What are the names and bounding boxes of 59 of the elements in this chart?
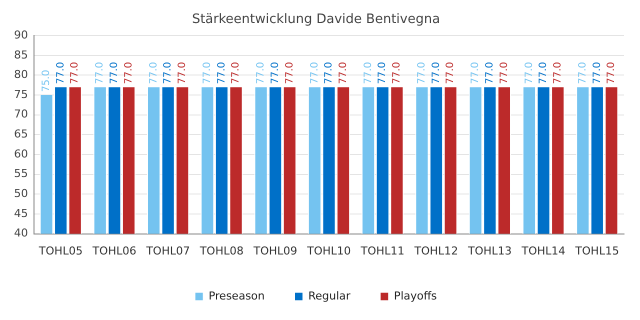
data-label: 75.0 [41,70,52,92]
data-label: 77.0 [470,62,482,84]
legend-label: Playoffs [394,289,438,302]
x-tick-label: TOHL06 [92,244,136,258]
data-label: 77.0 [430,62,442,84]
x-tick-label: TOHL13 [467,244,512,258]
data-label: 77.0 [362,62,374,84]
x-tick-label: TOHL15 [574,244,620,258]
data-label: 77.0 [524,62,535,84]
data-label: 77.0 [162,62,174,84]
data-label: 77.0 [606,62,618,84]
data-label: 77.0 [270,62,281,84]
data-label: 77.0 [256,62,267,84]
y-tick-label: 65 [14,128,28,141]
data-label: 77.0 [552,62,564,84]
data-label: 77.0 [445,62,456,84]
y-tick-label: 55 [14,167,28,180]
data-label: 77.0 [416,62,428,84]
y-tick-label: 60 [14,147,28,160]
x-tick-label: TOHL09 [252,244,298,258]
y-tick-label: 45 [14,206,28,220]
y-tick-label: 50 [14,187,28,200]
data-label: 77.0 [123,62,134,84]
data-label: 77.0 [309,62,320,84]
x-tick-label: TOHL05 [38,244,83,258]
data-label: 77.0 [55,62,66,84]
data-label: 77.0 [94,62,106,84]
x-tick-label: TOHL08 [198,244,244,258]
y-tick-label: 80 [14,68,28,82]
data-label: 77.0 [324,62,335,84]
y-tick-label: 85 [14,48,28,62]
data-label: 77.0 [202,62,214,84]
data-label: 77.0 [148,62,160,84]
x-tick-label: TOHL14 [520,244,566,258]
data-label: 77.0 [216,62,228,84]
y-tick-label: 90 [14,28,28,42]
data-label: 77.0 [377,62,388,84]
x-tick-label: TOHL11 [360,244,405,258]
y-tick-label: 70 [14,108,28,121]
x-tick-label: TOHL12 [413,244,458,258]
chart-title: Stärkeentwicklung Davide Bentivegna [192,12,440,28]
x-tick-label: TOHL10 [306,244,351,258]
data-label: 77.0 [484,62,496,84]
x-tick-label: TOHL07 [145,244,190,258]
legend-label: Regular [308,289,351,302]
y-tick-label: 40 [14,226,28,240]
data-label: 77.0 [176,62,188,84]
data-label: 77.0 [577,62,588,84]
legend-label: Preseason [208,289,265,302]
y-tick-label: 75 [14,88,28,101]
data-label: 77.0 [498,62,510,84]
data-label: 77.0 [70,62,81,84]
data-label: 77.0 [592,62,603,84]
data-label: 77.0 [284,62,296,84]
data-label: 77.0 [392,62,403,84]
data-label: 77.0 [338,62,349,84]
data-label: 77.0 [230,62,242,84]
data-label: 77.0 [109,62,120,84]
data-label: 77.0 [538,62,550,84]
